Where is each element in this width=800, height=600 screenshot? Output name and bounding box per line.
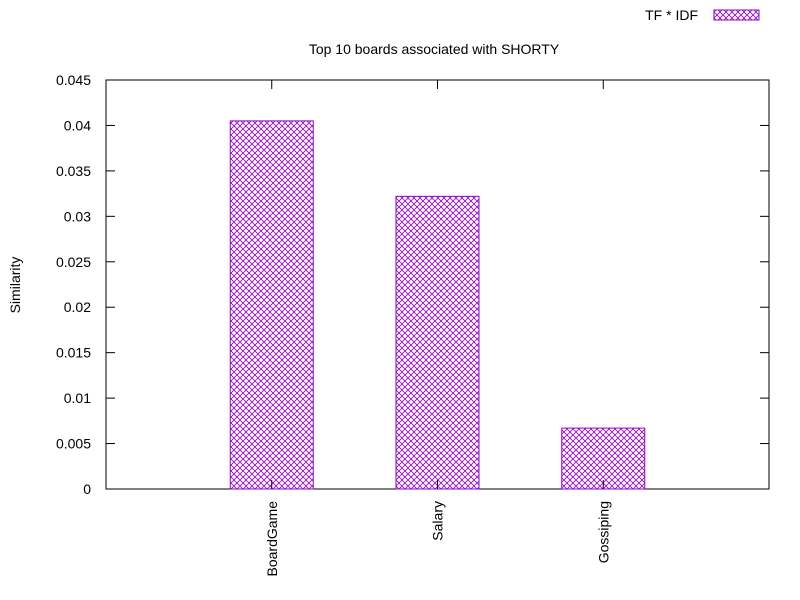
bar-salary — [395, 195, 480, 490]
y-tick-label: 0.035 — [56, 163, 91, 179]
bar-gossiping — [561, 427, 646, 490]
bars — [229, 120, 646, 490]
y-tick-label: 0.015 — [56, 345, 91, 361]
x-tick-label: BoardGame — [264, 501, 280, 577]
legend-swatch — [713, 9, 760, 21]
x-axis-ticks: BoardGame Salary Gossiping — [264, 80, 611, 577]
y-tick-label: 0.03 — [64, 208, 91, 224]
y-tick-label: 0.005 — [56, 436, 91, 452]
y-tick-label: 0.025 — [56, 254, 91, 270]
y-axis-ticks: 0 0.005 0.01 0.015 0.02 0.025 0.03 0.035 0.04 0.0… — [56, 72, 769, 497]
y-tick-label: 0.045 — [56, 72, 91, 88]
x-tick-label: Salary — [430, 501, 446, 541]
legend-label: TF * IDF — [645, 7, 698, 23]
y-tick-label: 0.02 — [64, 299, 91, 315]
y-tick-label: 0.04 — [64, 117, 91, 133]
y-tick-label: 0.01 — [64, 390, 91, 406]
y-tick-label: 0 — [83, 481, 91, 497]
chart-title: Top 10 boards associated with SHORTY — [309, 41, 560, 57]
x-tick-label: Gossiping — [595, 501, 611, 563]
y-axis-label: Similarity — [7, 257, 23, 314]
bar-boardgame — [229, 120, 314, 490]
